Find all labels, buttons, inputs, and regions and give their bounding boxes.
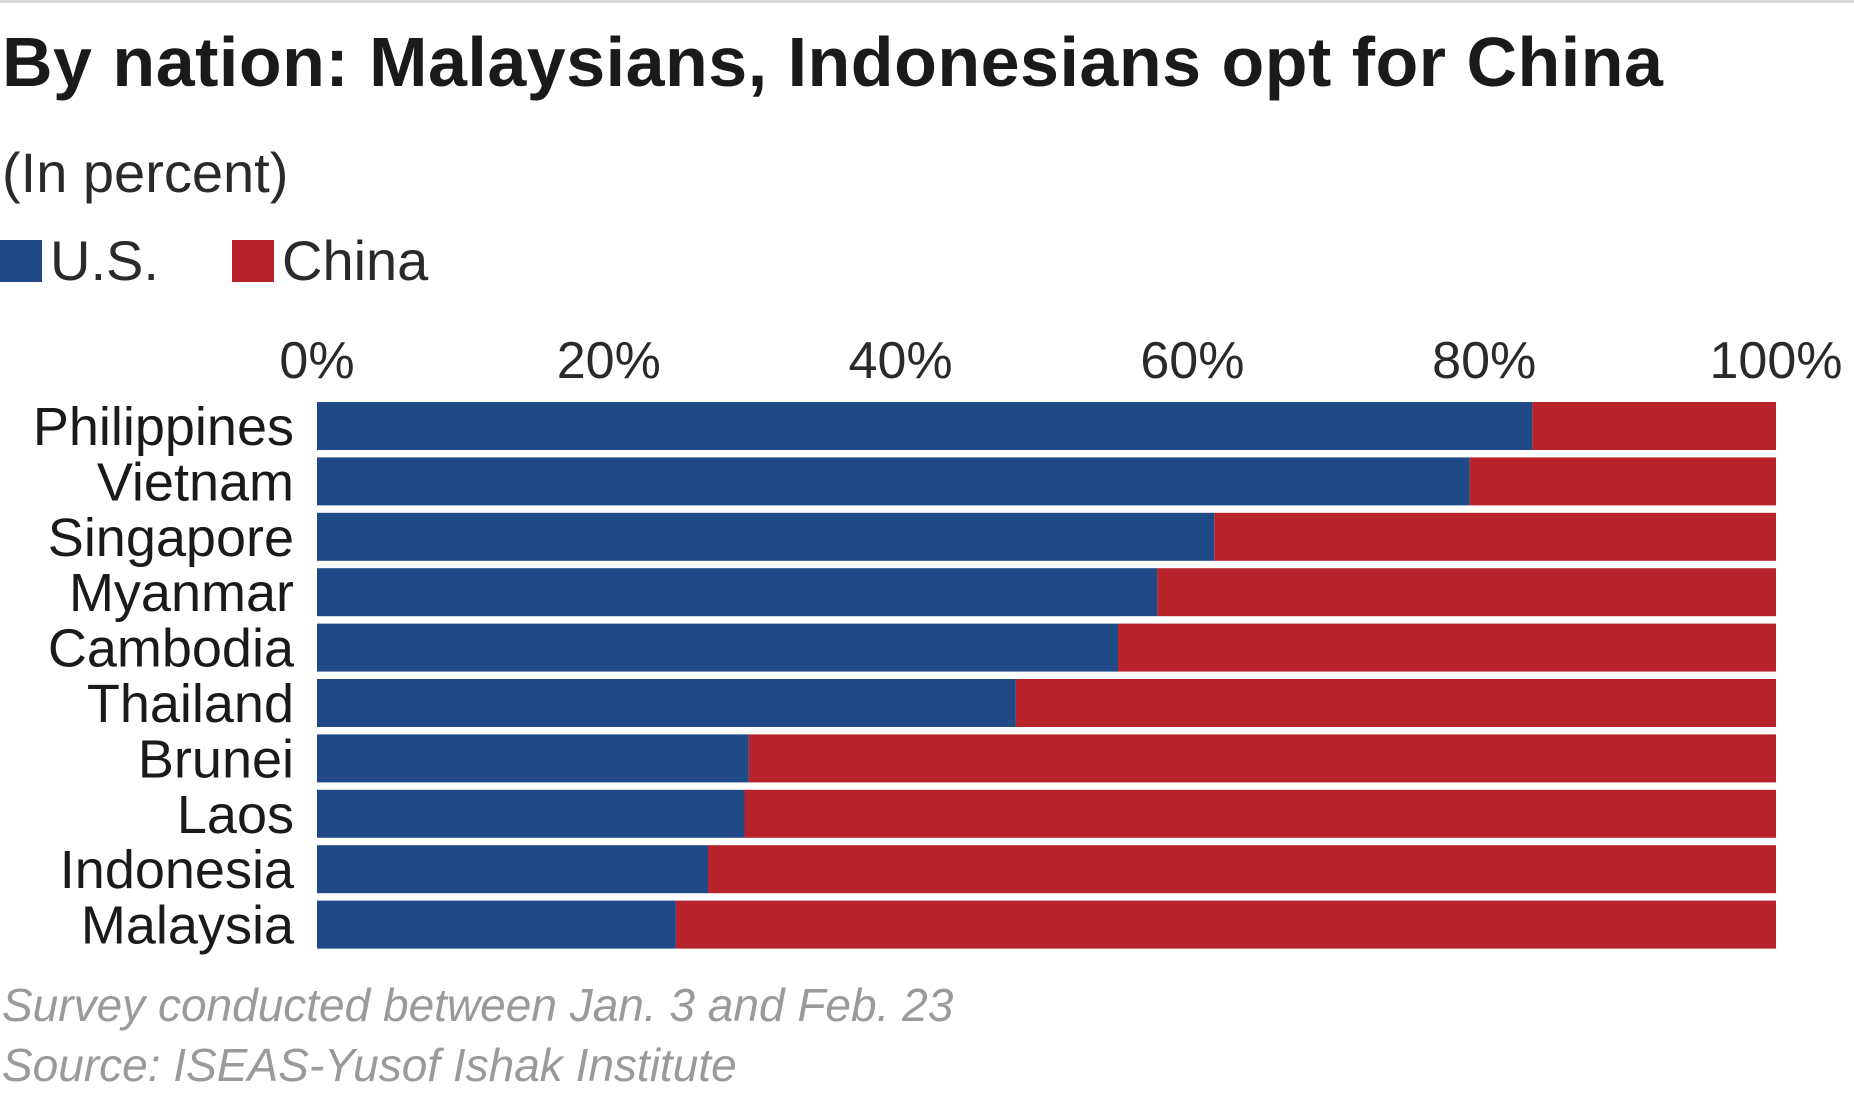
category-label: Singapore [48,508,294,568]
category-label: Philippines [33,397,294,457]
bar-segment-china [1532,402,1776,450]
bar-segment-china [1015,679,1776,727]
legend-swatch-china [232,239,274,282]
bar-segment-china [1117,623,1776,672]
bar-segment-us [317,789,745,838]
x-tick-label: 40% [849,332,953,390]
bar-segment-us [317,679,1016,727]
category-label: Vietnam [97,452,294,512]
bar-segment-us [317,900,676,949]
bar-segment-us [317,623,1118,672]
bar-segment-us [317,568,1158,617]
category-label: Myanmar [69,563,294,623]
category-label: Brunei [138,729,294,789]
bar-segment-china [748,734,1776,783]
legend-swatch-us [0,239,42,282]
bar-segment-china [1214,512,1776,561]
legend-label-us: U.S. [50,229,159,292]
category-label: Malaysia [81,896,295,956]
source-note: Source: ISEAS-Yusof Ishak Institute [2,1039,737,1091]
x-tick-label: 80% [1432,332,1536,390]
legend-item-us: U.S. [0,228,159,293]
x-tick-label: 100% [1710,332,1843,390]
top-rule [0,0,1854,3]
category-label: Cambodia [48,619,295,679]
bar-segment-china [1157,568,1776,617]
chart-subtitle: (In percent) [2,141,289,204]
category-label: Indonesia [60,840,295,900]
legend-item-china: China [232,228,428,293]
x-tick-label: 60% [1140,332,1244,390]
bar-segment-china [1469,457,1776,506]
x-tick-label: 20% [557,332,661,390]
x-tick-label: 0% [279,332,354,390]
survey-note: Survey conducted between Jan. 3 and Feb.… [2,979,954,1031]
category-label: Laos [177,785,294,845]
bar-segment-us [317,402,1533,450]
bar-segment-china [708,845,1777,894]
category-label: Thailand [87,674,294,734]
bar-segment-us [317,512,1215,561]
bar-segment-us [317,457,1470,506]
bar-segment-us [317,734,749,783]
bar-segment-china [744,789,1776,838]
bar-segment-china [675,900,1776,949]
legend-label-china: China [282,229,429,292]
bar-segment-us [317,845,709,894]
chart-title: By nation: Malaysians, Indonesians opt f… [2,23,1664,101]
